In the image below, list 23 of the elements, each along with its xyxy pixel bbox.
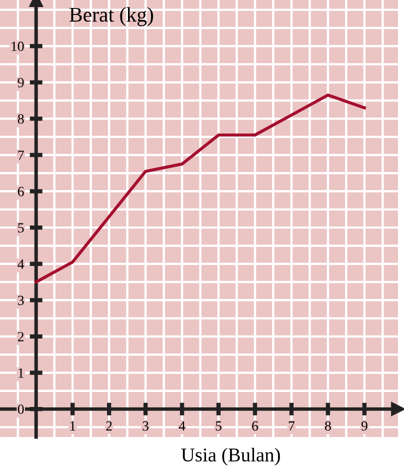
y-tick-label: 5 — [18, 223, 24, 233]
y-tick-label: 0 — [18, 404, 24, 414]
y-tick-label: 7 — [18, 150, 24, 160]
y-tick-label: 1 — [18, 368, 24, 378]
x-tick-label: 6 — [252, 421, 258, 431]
x-tick-label: 9 — [361, 421, 368, 431]
x-tick-label: 8 — [325, 421, 331, 431]
y-tick-label: 4 — [18, 260, 24, 269]
x-tick-label: 1 — [70, 421, 76, 430]
x-tick-label: 5 — [216, 421, 222, 431]
y-axis-title: Berat (kg) — [70, 7, 154, 26]
y-tick-label: 9 — [18, 78, 24, 88]
x-tick-label: 7 — [288, 421, 295, 430]
x-tick-label: 4 — [178, 421, 186, 430]
line-series — [34, 94, 366, 284]
y-tick-label: 10 — [12, 42, 24, 52]
x-tick-label: 2 — [106, 421, 112, 430]
x-axis-title: Usia (Bulan) — [181, 448, 280, 466]
y-tick-label: 6 — [18, 186, 24, 196]
y-tick-label: 3 — [18, 296, 24, 306]
y-tick-label: 2 — [18, 332, 24, 342]
x-tick-label: 3 — [142, 421, 148, 431]
y-tick-label: 8 — [18, 114, 24, 124]
